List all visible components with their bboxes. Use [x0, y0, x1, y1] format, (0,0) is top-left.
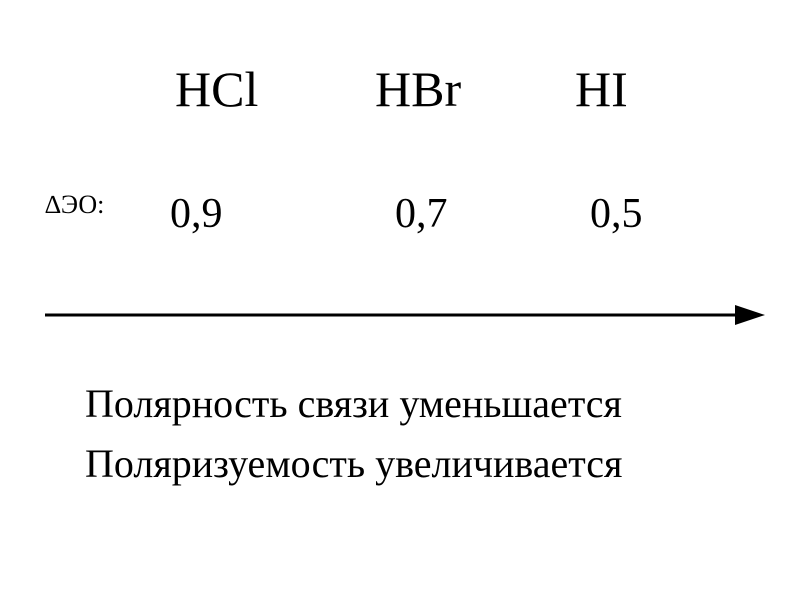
- text-polarity: Полярность связи уменьшается: [85, 380, 622, 427]
- formula-hbr: HBr: [375, 60, 461, 118]
- delta-label: ∆ЭО:: [45, 190, 104, 220]
- value-3: 0,5: [590, 190, 643, 238]
- value-1: 0,9: [170, 190, 223, 238]
- formula-hcl: HCl: [175, 60, 258, 118]
- formula-hi: HI: [575, 60, 628, 118]
- value-2: 0,7: [395, 190, 448, 238]
- text-polarizability: Поляризуемость увеличивается: [85, 440, 622, 487]
- arrow-head: [735, 305, 765, 325]
- arrow-svg: [45, 295, 765, 335]
- slide-content: HCl HBr HI ∆ЭО: 0,9 0,7 0,5 Полярность с…: [0, 0, 800, 600]
- arrow: [45, 295, 765, 335]
